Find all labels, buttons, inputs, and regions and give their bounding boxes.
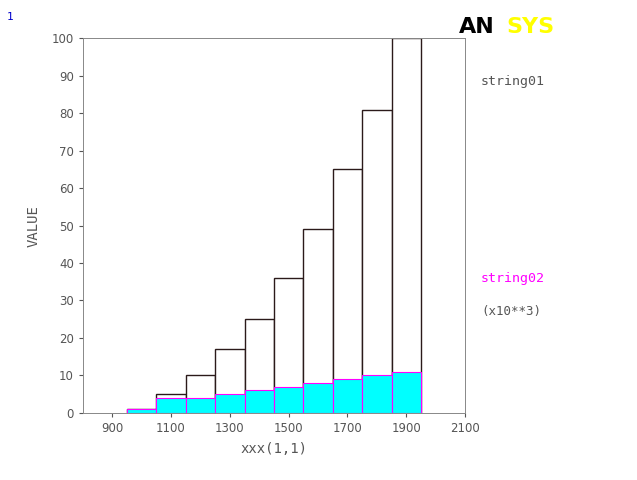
Bar [303,229,333,413]
Bar [392,38,421,413]
Bar [274,386,303,413]
Bar [303,383,333,413]
Bar [333,379,362,413]
Bar [392,372,421,413]
Bar [362,375,392,413]
X-axis label: xxx(1,1): xxx(1,1) [240,442,308,456]
Bar [127,409,156,413]
Text: (x10**3): (x10**3) [481,305,541,319]
Bar [215,394,245,413]
Y-axis label: VALUE: VALUE [26,204,40,247]
Text: AN: AN [459,17,494,37]
Text: 1: 1 [6,12,13,22]
Text: SYS: SYS [506,17,555,37]
Bar [127,409,156,413]
Text: string01: string01 [481,75,545,88]
Bar [156,394,186,413]
Bar [333,169,362,413]
Bar [362,109,392,413]
Bar [274,278,303,413]
Bar [245,319,274,413]
Bar [215,349,245,413]
Bar [156,398,186,413]
Bar [245,390,274,413]
Bar [186,398,215,413]
Text: string02: string02 [481,272,545,285]
Bar [186,375,215,413]
